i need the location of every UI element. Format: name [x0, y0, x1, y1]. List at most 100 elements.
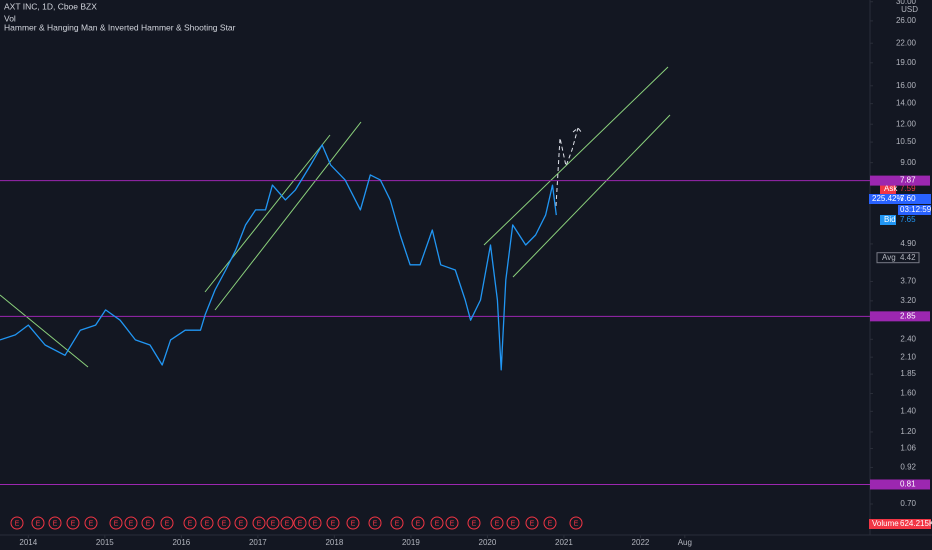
- y-tick-label: 1.85: [900, 369, 916, 378]
- earnings-letter: E: [298, 520, 303, 527]
- y-tick-label: 12.00: [896, 119, 917, 128]
- x-tick-label: 2019: [402, 538, 420, 547]
- earnings-icon: [411, 516, 425, 530]
- bid-price: 7.65: [900, 215, 916, 224]
- volume-legend: Vol: [4, 13, 16, 23]
- x-tick-label: 2018: [325, 538, 343, 547]
- symbol-title: AXT INC, 1D, Cboe BZX: [4, 1, 97, 11]
- x-tick-label: Aug: [678, 538, 692, 547]
- earnings-letter: E: [257, 520, 262, 527]
- earnings-icon: [543, 516, 557, 530]
- countdown-badge: [898, 205, 931, 215]
- earnings-letter: E: [129, 520, 134, 527]
- x-tick-label: 2015: [96, 538, 114, 547]
- earnings-icon: [430, 516, 444, 530]
- change-percent: 225.42%: [872, 194, 904, 203]
- x-tick-label: 2022: [632, 538, 650, 547]
- trend-line: [483, 66, 669, 246]
- trend-line: [214, 121, 362, 311]
- average-label: 4.42: [900, 253, 916, 262]
- countdown: 03:12:59: [900, 205, 932, 214]
- earnings-letter: E: [146, 520, 151, 527]
- y-tick-label: 0.92: [900, 463, 916, 472]
- x-tick-label: 2017: [249, 538, 267, 547]
- volume-badge: [869, 519, 931, 529]
- bid-badge: [880, 215, 896, 225]
- earnings-letter: E: [36, 520, 41, 527]
- y-tick-label: 2.40: [900, 334, 916, 343]
- earnings-letter: E: [239, 520, 244, 527]
- y-tick-label: 14.00: [896, 99, 917, 108]
- trend-lines: [0, 66, 671, 368]
- earnings-icon: [84, 516, 98, 530]
- earnings-letter: E: [530, 520, 535, 527]
- earnings-icon: [200, 516, 214, 530]
- earnings-icon: [445, 516, 459, 530]
- earnings-icon: [266, 516, 280, 530]
- last-price: 7.60: [900, 194, 916, 203]
- y-tick-label: 1.60: [900, 389, 916, 398]
- x-tick-label: 2014: [19, 538, 37, 547]
- earnings-icon: [141, 516, 155, 530]
- earnings-letter: E: [395, 520, 400, 527]
- y-tick-label: 10.50: [896, 137, 917, 146]
- earnings-letter: E: [188, 520, 193, 527]
- average-name: Avg: [882, 253, 896, 262]
- earnings-icon: [48, 516, 62, 530]
- y-tick-label: 22.00: [896, 38, 917, 47]
- indicator-legend: Hammer & Hanging Man & Inverted Hammer &…: [4, 22, 236, 32]
- earnings-letter: E: [53, 520, 58, 527]
- trend-line: [512, 114, 671, 278]
- price-line: [0, 144, 557, 371]
- trend-line: [204, 134, 331, 293]
- earnings-icon: [293, 516, 307, 530]
- earnings-letter: E: [165, 520, 170, 527]
- trend-line: [0, 294, 89, 368]
- currency-label: USD: [901, 5, 918, 14]
- earnings-letter: E: [114, 520, 119, 527]
- level-badge: [870, 175, 930, 186]
- earnings-letter: E: [548, 520, 553, 527]
- projection-path: [555, 127, 583, 207]
- earnings-icon: [346, 516, 360, 530]
- earnings-icon: [326, 516, 340, 530]
- y-tick-label: 0.70: [900, 499, 916, 508]
- y-tick-label: 19.00: [896, 58, 917, 67]
- earnings-letter: E: [416, 520, 421, 527]
- earnings-icon: [506, 516, 520, 530]
- volume-name: Volume: [872, 519, 899, 528]
- earnings-icon: [280, 516, 294, 530]
- y-tick-label: 1.06: [900, 444, 916, 453]
- earnings-icon: [160, 516, 174, 530]
- earnings-icon: [368, 516, 382, 530]
- earnings-icon: [390, 516, 404, 530]
- earnings-icon: [217, 516, 231, 530]
- earnings-icon: [109, 516, 123, 530]
- earnings-letter: E: [71, 520, 76, 527]
- earnings-letter: E: [495, 520, 500, 527]
- earnings-letter: E: [450, 520, 455, 527]
- earnings-icon: [234, 516, 248, 530]
- level-label: 2.85: [900, 311, 916, 320]
- earnings-icon: [467, 516, 481, 530]
- level-label: 0.81: [900, 480, 916, 489]
- earnings-letter: E: [373, 520, 378, 527]
- earnings-letter: E: [285, 520, 290, 527]
- y-tick-label: 3.70: [900, 277, 916, 286]
- level-badge: [870, 311, 930, 322]
- earnings-letter: E: [351, 520, 356, 527]
- earnings-icon: [31, 516, 45, 530]
- y-tick-label: 9.00: [900, 158, 916, 167]
- y-tick-label: 26.00: [896, 16, 917, 25]
- earnings-icon: [252, 516, 266, 530]
- earnings-letter: E: [331, 520, 336, 527]
- earnings-letter: E: [15, 520, 20, 527]
- y-tick-label: 1.20: [900, 427, 916, 436]
- earnings-icon: [525, 516, 539, 530]
- volume-value: 624.215K: [900, 519, 932, 528]
- earnings-letter: E: [205, 520, 210, 527]
- earnings-letter: E: [271, 520, 276, 527]
- y-tick-label: 16.00: [896, 81, 917, 90]
